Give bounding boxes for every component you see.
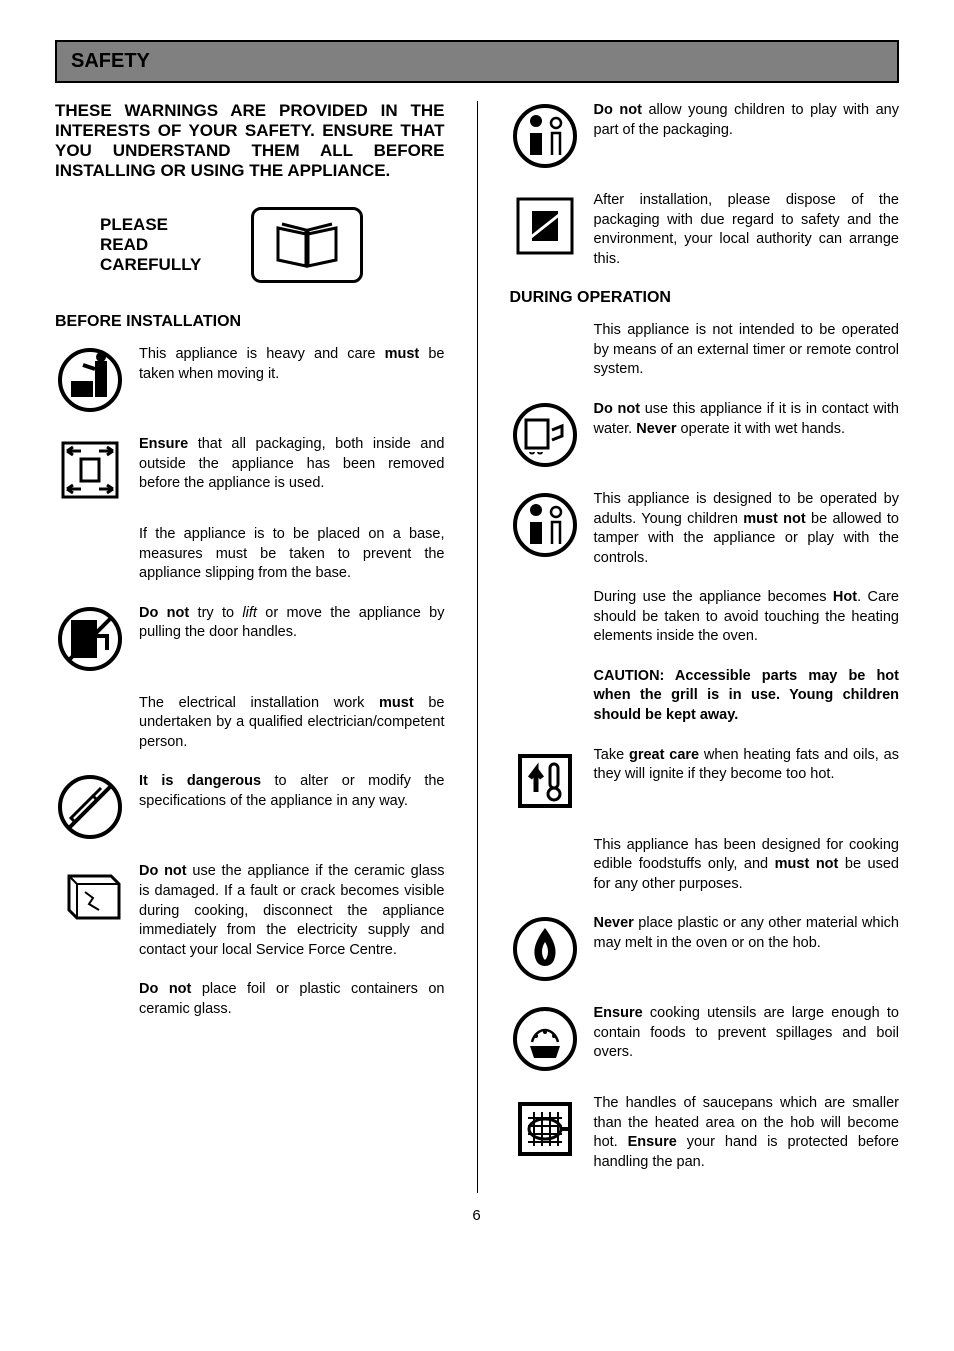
flame-icon — [510, 914, 580, 984]
item-lift: Do not try to lift or move the appliance… — [55, 604, 445, 674]
item-fats: Take great care when heating fats and oi… — [510, 746, 900, 816]
item-heavy: This appliance is heavy and care must be… — [55, 345, 445, 415]
item-ceramic: Do not use the appliance if the ceramic … — [55, 862, 445, 960]
no-door-lift-icon — [55, 604, 125, 674]
handles-text: The handles of saucepans which are small… — [594, 1094, 900, 1172]
item-adults: This appliance is designed to be operate… — [510, 490, 900, 568]
edible-text: This appliance has been designed for coo… — [594, 836, 900, 895]
read-carefully-row: PLEASE READ CAREFULLY — [100, 207, 445, 283]
item-packaging: Ensure that all packaging, both inside a… — [55, 435, 445, 505]
plastic-text: Never place plastic or any other materia… — [594, 914, 900, 953]
heavy-text: This appliance is heavy and care must be… — [139, 345, 445, 384]
item-modify: It is dangerous to alter or modify the s… — [55, 772, 445, 842]
hot-text: During use the appliance becomes Hot. Ca… — [594, 588, 900, 647]
read-carefully-label: PLEASE READ CAREFULLY — [100, 215, 201, 275]
during-operation-heading: DURING OPERATION — [510, 289, 900, 307]
packaging-arrows-icon — [55, 435, 125, 505]
child-pack-text: Do not allow young children to play with… — [594, 101, 900, 140]
modify-text: It is dangerous to alter or modify the s… — [139, 772, 445, 811]
intro-warning: THESE WARNINGS ARE PROVIDED IN THE INTER… — [55, 101, 445, 181]
item-handles: The handles of saucepans which are small… — [510, 1094, 900, 1172]
fats-text: Take great care when heating fats and oi… — [594, 746, 900, 785]
item-utensils: Ensure cooking utensils are large enough… — [510, 1004, 900, 1074]
left-column: THESE WARNINGS ARE PROVIDED IN THE INTER… — [55, 101, 478, 1193]
timer-text: This appliance is not intended to be ope… — [594, 321, 900, 380]
hot-temp-icon — [510, 746, 580, 816]
heavy-lift-icon — [55, 345, 125, 415]
hot-handle-icon — [510, 1094, 580, 1164]
foil-text: Do not place foil or plastic containers … — [139, 980, 445, 1019]
boil-over-icon — [510, 1004, 580, 1074]
dispose-text: After installation, please dispose of th… — [594, 191, 900, 269]
utensils-text: Ensure cooking utensils are large enough… — [594, 1004, 900, 1063]
item-child-pack: Do not allow young children to play with… — [510, 101, 900, 171]
lift-text: Do not try to lift or move the appliance… — [139, 604, 445, 643]
item-plastic: Never place plastic or any other materia… — [510, 914, 900, 984]
wet-hands-icon — [510, 400, 580, 470]
item-water: Do not use this appliance if it is in co… — [510, 400, 900, 470]
elec-text: The electrical installation work must be… — [139, 694, 445, 753]
packaging-text: Ensure that all packaging, both inside a… — [139, 435, 445, 494]
ceramic-text: Do not use the appliance if the ceramic … — [139, 862, 445, 960]
child-keep-away-icon — [510, 101, 580, 171]
cracked-glass-icon — [55, 862, 125, 932]
read-manual-icon — [251, 207, 363, 283]
dispose-packaging-icon — [510, 191, 580, 261]
base-text: If the appliance is to be placed on a ba… — [139, 525, 445, 584]
content-columns: THESE WARNINGS ARE PROVIDED IN THE INTER… — [55, 101, 899, 1193]
caution-text: CAUTION: Accessible parts may be hot whe… — [594, 667, 900, 726]
no-modify-icon — [55, 772, 125, 842]
item-dispose: After installation, please dispose of th… — [510, 191, 900, 269]
section-banner: SAFETY — [55, 40, 899, 83]
right-column: Do not allow young children to play with… — [510, 101, 900, 1193]
child-safety-icon — [510, 490, 580, 560]
page-number: 6 — [55, 1207, 899, 1224]
water-text: Do not use this appliance if it is in co… — [594, 400, 900, 439]
adults-text: This appliance is designed to be operate… — [594, 490, 900, 568]
before-install-heading: BEFORE INSTALLATION — [55, 313, 445, 331]
